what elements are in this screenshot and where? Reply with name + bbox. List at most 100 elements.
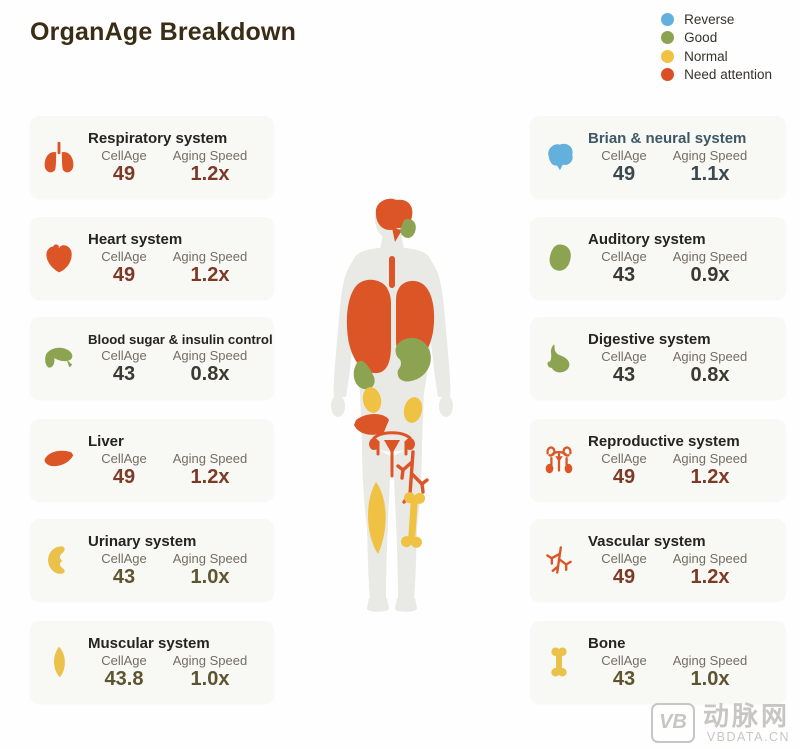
legend-item-need-attention: Need attention — [661, 66, 772, 85]
aging-speed-value: 1.0x — [690, 667, 730, 690]
card-heart-system: Heart system CellAge 49 Aging Speed 1.2x — [30, 217, 274, 299]
cellage-value: 43 — [612, 667, 636, 690]
cellage-value: 49 — [612, 465, 636, 488]
brain-organ — [375, 198, 416, 242]
cellage-label: CellAge — [601, 348, 647, 364]
need-attention-dot-icon — [661, 68, 675, 82]
organ-title: Urinary system — [88, 532, 197, 550]
card-vascular-system: Vascular system CellAge 49 Aging Speed 1.2… — [530, 519, 786, 601]
reproductive-organs-icon — [530, 441, 588, 479]
aging-speed-label: Aging Speed — [672, 550, 748, 566]
card-digestive-system: Digestive system CellAge 43 Aging Speed 0.… — [530, 317, 786, 399]
cellage-label: CellAge — [101, 652, 147, 668]
human-body-figure — [312, 192, 472, 632]
cellage-value: 43 — [612, 363, 636, 386]
card-liver: Liver CellAge 49 Aging Speed 1.2x — [30, 419, 274, 501]
vb-logo-icon: VB — [650, 702, 695, 743]
ear-icon — [530, 240, 588, 276]
aging-speed-label: Aging Speed — [172, 347, 248, 363]
cellage-value: 49 — [612, 565, 636, 588]
aging-speed-label: Aging Speed — [672, 652, 748, 668]
pancreas-icon — [30, 339, 88, 377]
aging-speed-value: 0.9x — [690, 263, 730, 286]
normal-dot-icon — [661, 49, 675, 63]
aging-speed-label: Aging Speed — [172, 652, 248, 668]
bone-icon — [530, 645, 588, 679]
organ-title: Brian & neural system — [588, 129, 747, 147]
cellage-value: 43.8 — [104, 667, 144, 690]
legend-label: Normal — [684, 48, 728, 64]
aging-speed-label: Aging Speed — [172, 450, 248, 466]
card-bone: Bone CellAge 43 Aging Speed 1.0x — [530, 621, 786, 703]
kidneys-organ — [362, 387, 423, 423]
liver-organ — [354, 413, 389, 435]
organ-title: Reproductive system — [588, 432, 740, 450]
legend-label: Good — [684, 30, 718, 46]
cellage-label: CellAge — [101, 450, 147, 466]
cellage-label: CellAge — [101, 248, 147, 264]
card-respiratory-system: Respiratory system CellAge 49 Aging Speed… — [30, 116, 274, 198]
organ-title: Digestive system — [588, 330, 711, 348]
cellage-value: 43 — [112, 565, 136, 588]
cellage-label: CellAge — [601, 652, 647, 668]
reverse-dot-icon — [661, 12, 675, 26]
legend-label: Reverse — [684, 11, 735, 27]
cellage-value: 49 — [612, 162, 636, 185]
aging-speed-value: 1.2x — [190, 263, 230, 286]
aging-speed-label: Aging Speed — [672, 450, 748, 466]
cellage-label: CellAge — [601, 248, 647, 264]
aging-speed-value: 1.2x — [690, 565, 730, 588]
aging-speed-value: 1.2x — [190, 162, 230, 185]
liver-icon — [30, 441, 88, 479]
legend-label: Need attention — [684, 67, 772, 83]
aging-speed-label: Aging Speed — [172, 147, 248, 163]
cellage-label: CellAge — [101, 147, 147, 163]
card-reproductive-system: Reproductive system CellAge 49 Aging Spee… — [530, 419, 786, 501]
legend: Reverse Good Normal Need attention — [661, 10, 772, 84]
cellage-value: 43 — [112, 362, 136, 385]
legend-item-good: Good — [661, 29, 772, 48]
card-muscular-system: Muscular system CellAge 43.8 Aging Speed 1… — [30, 621, 274, 703]
cellage-value: 49 — [112, 162, 136, 185]
aging-speed-value: 1.0x — [190, 565, 230, 588]
legend-item-normal: Normal — [661, 47, 772, 66]
organ-title: Bone — [588, 634, 626, 652]
brain-icon — [530, 138, 588, 176]
good-dot-icon — [661, 31, 675, 45]
kidney-icon — [30, 542, 88, 578]
muscle-organ — [367, 482, 386, 554]
aging-speed-value: 1.0x — [190, 667, 230, 690]
aging-speed-label: Aging Speed — [172, 248, 248, 264]
heart-icon — [30, 240, 88, 276]
aging-speed-value: 0.8x — [190, 362, 230, 385]
legend-item-reverse: Reverse — [661, 10, 772, 29]
card-urinary-system: Urinary system CellAge 43 Aging Speed 1.0x — [30, 519, 274, 601]
organ-title: Muscular system — [88, 634, 210, 652]
card-brain-neural-system: Brian & neural system CellAge 49 Aging Sp… — [530, 116, 786, 198]
organ-title: Respiratory system — [88, 129, 228, 147]
organ-title: Vascular system — [588, 532, 706, 550]
aging-speed-value: 1.2x — [690, 465, 730, 488]
card-blood-sugar: Blood sugar & insulin control CellAge 43 … — [30, 317, 274, 399]
cellage-label: CellAge — [101, 550, 147, 566]
organ-title: Liver — [88, 432, 124, 450]
card-auditory-system: Auditory system CellAge 43 Aging Speed 0.9… — [530, 217, 786, 299]
aging-speed-label: Aging Speed — [672, 348, 748, 364]
reproductive-organ — [369, 431, 415, 478]
cellage-label: CellAge — [601, 450, 647, 466]
stomach-organ — [395, 337, 431, 382]
cellage-label: CellAge — [601, 147, 647, 163]
vascular-icon — [530, 542, 588, 578]
lungs-icon — [30, 138, 88, 176]
cellage-label: CellAge — [101, 347, 147, 363]
watermark-site: VBDATA.CN — [706, 729, 790, 744]
cellage-label: CellAge — [601, 550, 647, 566]
stomach-icon — [530, 340, 588, 376]
aging-speed-label: Aging Speed — [672, 248, 748, 264]
organ-title: Heart system — [88, 230, 183, 248]
muscle-icon — [30, 644, 88, 680]
cellage-value: 49 — [112, 465, 136, 488]
aging-speed-label: Aging Speed — [672, 147, 748, 163]
watermark-brand: 动脉网 — [702, 700, 790, 731]
